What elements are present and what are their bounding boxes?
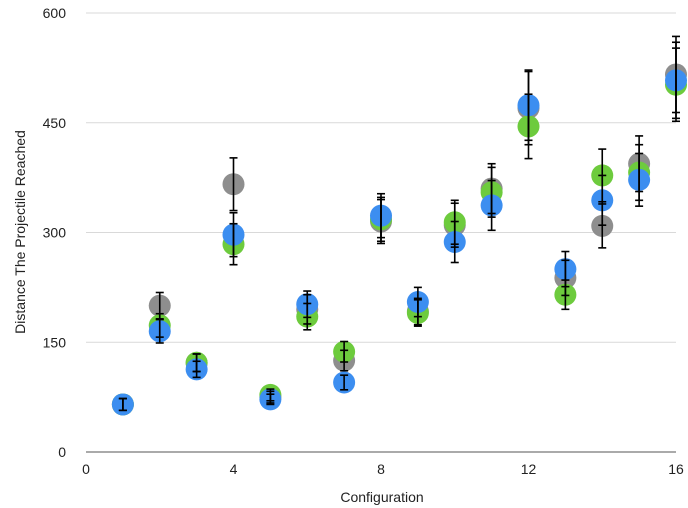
- y-tick-label: 600: [43, 5, 67, 21]
- error-bar: [450, 220, 459, 264]
- error-bar: [229, 157, 238, 212]
- error-bar: [524, 69, 533, 142]
- error-bar: [377, 192, 385, 239]
- x-tick-label: 4: [230, 461, 238, 477]
- gridlines: [86, 12, 676, 343]
- error-bars: [118, 35, 680, 412]
- error-bar: [487, 179, 496, 232]
- y-tick-label: 450: [43, 115, 67, 131]
- y-axis-title: Distance The Projectile Reached: [12, 130, 28, 334]
- y-tick-label: 300: [43, 225, 67, 241]
- error-bar: [118, 397, 127, 412]
- y-tick-label: 150: [43, 334, 67, 350]
- x-tick-label: 16: [668, 461, 684, 477]
- error-bar: [155, 318, 164, 344]
- y-tick-label: 0: [58, 444, 66, 460]
- error-bar: [561, 250, 570, 288]
- error-bar: [598, 174, 607, 226]
- error-bar: [635, 152, 644, 207]
- x-tick-label: 12: [521, 461, 537, 477]
- data-points: [111, 63, 687, 416]
- tick-labels: 0 150 300 450 600 0 4 8 12 16: [43, 5, 684, 477]
- x-tick-label: 8: [377, 461, 385, 477]
- error-bar: [340, 374, 349, 391]
- error-bar: [340, 340, 349, 363]
- error-bar: [192, 360, 201, 379]
- x-axis-title: Configuration: [340, 489, 423, 505]
- error-bar: [672, 41, 680, 120]
- error-bar: [413, 286, 422, 318]
- error-bar: [229, 211, 238, 258]
- error-bar: [266, 393, 275, 406]
- error-bar: [303, 290, 312, 319]
- x-tick-label: 0: [82, 461, 90, 477]
